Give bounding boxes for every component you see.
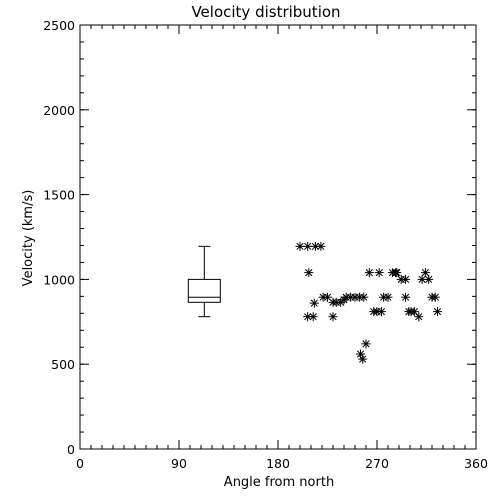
asterisk-point xyxy=(417,274,427,284)
x-axis-label: Angle from north xyxy=(224,475,334,490)
asterisk-point xyxy=(401,292,411,302)
asterisk-stroke xyxy=(402,275,410,283)
x-tick-label: 90 xyxy=(171,456,187,471)
asterisk-point xyxy=(303,241,313,251)
asterisk-point xyxy=(358,354,368,364)
asterisk-point xyxy=(391,268,401,278)
asterisk-point xyxy=(304,268,314,278)
asterisk-stroke xyxy=(359,355,367,363)
asterisk-stroke xyxy=(311,242,319,250)
axis-ticks: 0 90 180 270 360 0 500 1000 1500 2000 2500 xyxy=(43,18,488,471)
plot-frame xyxy=(79,24,477,450)
asterisk-stroke xyxy=(433,308,442,316)
x-tick-label: 270 xyxy=(365,456,389,471)
asterisk-point xyxy=(295,241,305,251)
asterisk-stroke xyxy=(329,313,337,321)
y-tick-label: 2500 xyxy=(43,18,75,33)
asterisk-stroke xyxy=(305,269,313,277)
asterisk-stroke xyxy=(304,242,312,250)
asterisk-point xyxy=(316,241,326,251)
asterisk-point xyxy=(359,292,369,302)
asterisk-stroke xyxy=(362,340,370,348)
asterisk-point xyxy=(328,312,338,322)
asterisk-point xyxy=(383,292,393,302)
asterisk-stroke xyxy=(310,299,318,307)
asterisk-point xyxy=(430,292,440,302)
asterisk-stroke xyxy=(375,269,383,277)
asterisk-stroke xyxy=(392,269,400,277)
asterisk-stroke xyxy=(309,313,317,321)
asterisk-point xyxy=(308,312,318,322)
asterisk-point xyxy=(401,274,411,284)
y-axis-label: Velocity (km/s) xyxy=(21,190,36,287)
box-iqr xyxy=(187,278,221,303)
asterisk-point xyxy=(361,339,371,349)
asterisk-stroke xyxy=(365,269,373,277)
asterisk-stroke xyxy=(410,308,418,316)
scatter-points xyxy=(295,241,442,364)
x-tick-label: 180 xyxy=(266,456,290,471)
asterisk-point xyxy=(374,268,384,278)
x-tick-label: 0 xyxy=(76,456,84,471)
asterisk-stroke xyxy=(418,275,426,283)
asterisk-stroke xyxy=(377,308,385,316)
y-tick-label: 500 xyxy=(51,357,75,372)
asterisk-point xyxy=(309,298,319,308)
y-tick-label: 1500 xyxy=(43,188,75,203)
asterisk-stroke xyxy=(431,293,439,301)
asterisk-stroke xyxy=(304,313,312,321)
asterisk-point xyxy=(364,268,374,278)
asterisk-stroke xyxy=(296,242,304,250)
asterisk-point xyxy=(433,307,442,317)
asterisk-stroke xyxy=(425,275,433,283)
asterisk-stroke xyxy=(421,269,429,277)
asterisk-stroke xyxy=(323,293,332,301)
y-tick-label: 2000 xyxy=(43,103,75,118)
asterisk-point xyxy=(420,268,430,278)
asterisk-point xyxy=(424,274,434,284)
asterisk-stroke xyxy=(360,293,368,301)
asterisk-point xyxy=(414,312,424,322)
asterisk-stroke xyxy=(384,293,392,301)
asterisk-stroke xyxy=(317,242,325,250)
asterisk-stroke xyxy=(402,293,410,301)
chart-title: Velocity distribution xyxy=(191,3,340,21)
asterisk-stroke xyxy=(356,350,365,358)
box-plot xyxy=(187,245,221,318)
asterisk-stroke xyxy=(415,313,423,321)
y-tick-label: 0 xyxy=(67,442,75,457)
asterisk-point xyxy=(376,307,386,317)
x-tick-label: 360 xyxy=(464,456,488,471)
y-tick-label: 1000 xyxy=(43,272,75,287)
